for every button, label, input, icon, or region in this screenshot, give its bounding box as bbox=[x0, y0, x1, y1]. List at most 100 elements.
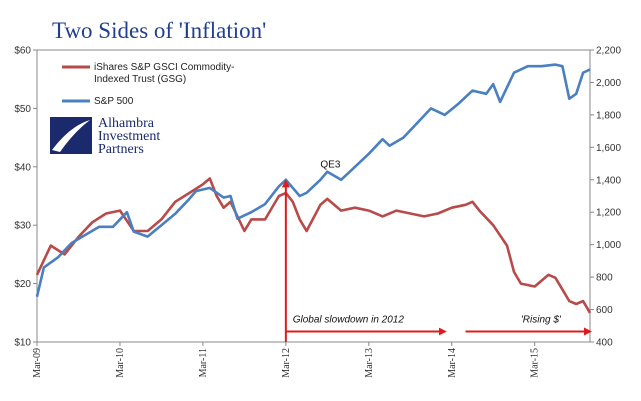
spx-point bbox=[250, 211, 252, 213]
legend-label-gsg-line1: iShares S&P GSCI Commodity- bbox=[94, 62, 234, 73]
gsg-point bbox=[243, 230, 245, 232]
gsg-point bbox=[326, 198, 328, 200]
x-tick-label: Mar-11 bbox=[198, 348, 209, 377]
spx-point bbox=[582, 72, 584, 74]
y-right-tick-label: 2,000 bbox=[596, 78, 621, 89]
y-left-tick-label: $30 bbox=[14, 221, 31, 232]
x-tick-label: Mar-10 bbox=[115, 348, 126, 378]
y-left-tick-label: $20 bbox=[14, 279, 31, 290]
annotation-qe3: QE3 bbox=[320, 160, 340, 171]
y-left-tick-label: $10 bbox=[14, 338, 31, 349]
spx-point bbox=[71, 242, 73, 244]
y-left-tick-label: $60 bbox=[14, 46, 31, 57]
legend-label-gsg-line2: Indexed Trust (GSG) bbox=[94, 74, 186, 85]
y-right-tick-label: 800 bbox=[596, 273, 613, 284]
gsg-point bbox=[264, 218, 266, 220]
annotation-arrows bbox=[281, 179, 592, 342]
spx-point bbox=[568, 98, 570, 100]
gsg-point bbox=[64, 253, 66, 255]
spx-point bbox=[561, 65, 564, 67]
gsg-point bbox=[513, 271, 515, 273]
spx-point bbox=[319, 179, 321, 181]
spx-point bbox=[402, 137, 404, 139]
spx-point bbox=[340, 179, 342, 181]
y-axis-right: 400 600 800 1,000 1,200 1,400 1,600 1,800 2,000 2… bbox=[590, 46, 621, 349]
spx-point bbox=[471, 90, 474, 92]
spx-point bbox=[368, 153, 370, 155]
spx-point bbox=[195, 190, 197, 192]
gsg-point bbox=[278, 195, 280, 197]
gsg-point bbox=[250, 218, 252, 220]
gsg-point bbox=[568, 300, 570, 302]
gsg-point bbox=[229, 201, 232, 203]
spx-point bbox=[36, 296, 38, 298]
y-right-tick-label: 1,000 bbox=[596, 240, 621, 251]
gsg-point bbox=[561, 288, 564, 290]
x-tick-label: Mar-14 bbox=[447, 348, 458, 378]
series-layer bbox=[35, 63, 592, 314]
spx-point bbox=[147, 236, 149, 238]
gsg-point bbox=[306, 230, 308, 232]
legend-label-gsg: iShares S&P GSCI Commodity- Indexed Trus… bbox=[94, 62, 237, 85]
spx-point bbox=[541, 65, 543, 67]
spx-point bbox=[236, 218, 239, 220]
spx-point bbox=[133, 231, 135, 233]
gsg-point bbox=[160, 218, 162, 220]
gsg-point bbox=[471, 201, 474, 203]
logo-line-1: Alhambra bbox=[98, 116, 155, 131]
x-tick-label: Mar-09 bbox=[32, 348, 43, 378]
spx-point bbox=[278, 185, 280, 187]
logo-line-2: Investment bbox=[98, 129, 160, 144]
gsg-point bbox=[299, 218, 301, 220]
gsg-point bbox=[534, 285, 536, 288]
annotation-rising-dollar: 'Rising $' bbox=[521, 315, 562, 326]
gsg-point bbox=[77, 236, 80, 238]
y-right-tick-label: 400 bbox=[596, 338, 613, 349]
spx-point bbox=[430, 107, 432, 109]
y-right-tick-label: 1,400 bbox=[596, 175, 621, 186]
gsg-point bbox=[554, 277, 557, 279]
logo-swoosh bbox=[52, 120, 90, 152]
gsg-point bbox=[437, 212, 439, 215]
gsg-point bbox=[465, 204, 467, 206]
y-axis-left: $10 $20 $30 $40 $50 $60 bbox=[14, 46, 37, 349]
spx-point bbox=[98, 226, 100, 228]
gsg-point bbox=[547, 274, 550, 276]
gsg-point bbox=[209, 177, 211, 180]
y-right-tick-label: 1,600 bbox=[596, 143, 621, 154]
spx-point bbox=[388, 145, 391, 147]
y-left-tick-label: $40 bbox=[14, 162, 31, 173]
annotation-global-slowdown: Global slowdown in 2012 bbox=[293, 315, 405, 326]
spx-point bbox=[285, 179, 287, 181]
y-right-tick-label: 1,200 bbox=[596, 208, 621, 219]
spx-point bbox=[492, 83, 494, 85]
spx-point bbox=[112, 226, 114, 228]
x-tick-label: Mar-13 bbox=[364, 348, 375, 378]
spx-point bbox=[174, 213, 176, 215]
spx-point bbox=[354, 166, 356, 168]
gsg-point bbox=[174, 201, 176, 203]
spx-point bbox=[513, 72, 515, 74]
spx-point bbox=[306, 192, 308, 194]
spx-point bbox=[589, 68, 591, 71]
gsg-point bbox=[589, 312, 591, 314]
gsg-point bbox=[91, 221, 93, 223]
gsg-point bbox=[506, 245, 508, 247]
spx-point bbox=[299, 195, 301, 197]
gsg-point bbox=[223, 207, 225, 209]
y-right-tick-label: 2,200 bbox=[596, 46, 621, 57]
gsg-point bbox=[340, 210, 342, 212]
spx-point bbox=[160, 224, 162, 226]
gsg-point bbox=[50, 245, 52, 247]
gsg-point bbox=[119, 210, 121, 212]
spx-point bbox=[575, 93, 577, 95]
gsg-point bbox=[354, 207, 356, 209]
spx-point bbox=[444, 114, 446, 116]
spx-point bbox=[43, 266, 45, 268]
spx-point bbox=[458, 102, 460, 105]
gsg-point bbox=[292, 201, 294, 203]
gsg-point bbox=[492, 224, 494, 226]
gsg-point bbox=[319, 204, 321, 206]
spx-point bbox=[499, 101, 501, 103]
gsg-point bbox=[382, 215, 384, 217]
